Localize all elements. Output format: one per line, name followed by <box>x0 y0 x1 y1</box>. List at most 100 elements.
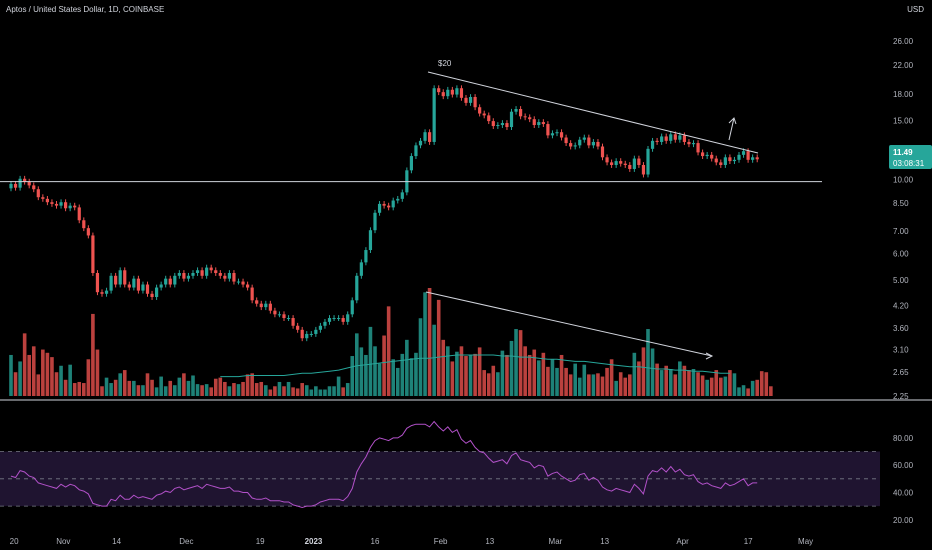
volume-bar <box>59 365 63 396</box>
volume-bar <box>750 380 755 396</box>
x-tick-label: 20 <box>10 537 19 546</box>
candle-body <box>719 162 723 165</box>
candle-body <box>82 220 86 229</box>
candle-body <box>728 157 732 162</box>
volume-bar <box>41 349 45 396</box>
candle-body <box>641 164 646 175</box>
volume-bar <box>714 370 719 396</box>
volume-bar <box>418 318 423 396</box>
candle-body <box>227 273 231 279</box>
volume-bar <box>582 364 587 396</box>
volume-bar <box>54 372 59 396</box>
candle-body <box>546 124 550 136</box>
volume-bar <box>91 313 95 396</box>
y-tick-label: 6.00 <box>893 250 909 259</box>
price-annotation: $20 <box>438 59 452 68</box>
volume-trendline[interactable] <box>425 291 713 357</box>
candle-body <box>236 281 241 283</box>
volume-bar <box>723 376 728 396</box>
candle-body <box>327 318 332 322</box>
volume-bar <box>332 386 336 396</box>
volume-bar <box>245 374 250 396</box>
price-trendline[interactable] <box>427 71 759 154</box>
candle-body <box>337 318 341 320</box>
x-tick-label: Mar <box>549 537 563 546</box>
volume-bar <box>769 386 773 396</box>
candle-body <box>296 325 300 330</box>
volume-bar <box>409 358 414 396</box>
candle-body <box>628 164 632 169</box>
volume-bar <box>550 359 555 396</box>
candle-body <box>86 228 90 236</box>
volume-bar <box>477 347 482 396</box>
volume-bar <box>496 372 500 396</box>
volume-bar <box>546 366 550 396</box>
y-tick-label: 18.00 <box>893 90 914 99</box>
candle-body <box>755 157 759 160</box>
volume-bar <box>436 299 441 396</box>
candle-body <box>68 205 72 209</box>
candle-body <box>136 278 140 291</box>
volume-bar <box>300 383 304 396</box>
volume-bar <box>364 354 368 396</box>
candle-body <box>18 178 22 188</box>
volume-bar <box>204 384 209 396</box>
volume-bar <box>700 375 705 396</box>
candle-body <box>114 275 118 285</box>
candle-body <box>578 139 582 146</box>
y-tick-label: 10.00 <box>893 175 914 184</box>
candle-body <box>519 108 523 117</box>
candle-body <box>214 270 218 274</box>
candle-body <box>241 281 245 285</box>
volume-bar <box>609 359 614 396</box>
volume-bar <box>150 379 154 396</box>
candle-body <box>459 88 464 98</box>
candle-body <box>646 148 650 175</box>
candle-body <box>387 205 391 208</box>
volume-bar <box>182 373 186 396</box>
candle-body <box>364 250 368 263</box>
x-tick-label: 19 <box>256 537 265 546</box>
candle-body <box>391 200 395 208</box>
candle-body <box>691 143 696 145</box>
candle-body <box>59 202 63 206</box>
volume-bar <box>527 354 532 396</box>
candle-body <box>550 133 555 136</box>
volume-bar <box>641 347 646 396</box>
volume-bar <box>759 371 764 396</box>
volume-bar <box>587 374 591 396</box>
volume-bar <box>200 385 204 396</box>
candle-body <box>528 117 532 120</box>
volume-bar <box>304 385 309 396</box>
candle-body <box>409 156 413 171</box>
candle-body <box>23 178 27 182</box>
candle-body <box>173 275 177 285</box>
candle-body <box>132 278 136 288</box>
candle-body <box>614 161 618 165</box>
candle-body <box>127 284 131 288</box>
candle-body <box>732 159 737 162</box>
x-tick-label: Feb <box>434 537 448 546</box>
candle-body <box>582 137 586 140</box>
volume-bar <box>218 377 223 396</box>
candle-body <box>678 135 682 140</box>
volume-bar <box>345 383 350 396</box>
candle-body <box>305 333 309 339</box>
breakout-arrow[interactable] <box>728 117 735 141</box>
volume-bar <box>523 346 527 396</box>
volume-bar <box>691 369 696 396</box>
volume-bar <box>36 374 41 396</box>
y-tick-label: 15.00 <box>893 117 914 126</box>
volume-bar <box>368 326 373 396</box>
candle-body <box>223 275 227 279</box>
breakout-arrow-head <box>728 117 737 125</box>
volume-bar <box>486 373 491 396</box>
last-price-tag[interactable]: 11.49 03:08:31 <box>889 145 932 169</box>
y-tick-label: 3.60 <box>893 324 909 333</box>
candle-body <box>587 137 591 146</box>
volume-arrow-head <box>705 352 714 360</box>
volume-bar <box>341 387 345 396</box>
volume-bar <box>737 387 741 396</box>
volume-bar <box>455 351 459 396</box>
